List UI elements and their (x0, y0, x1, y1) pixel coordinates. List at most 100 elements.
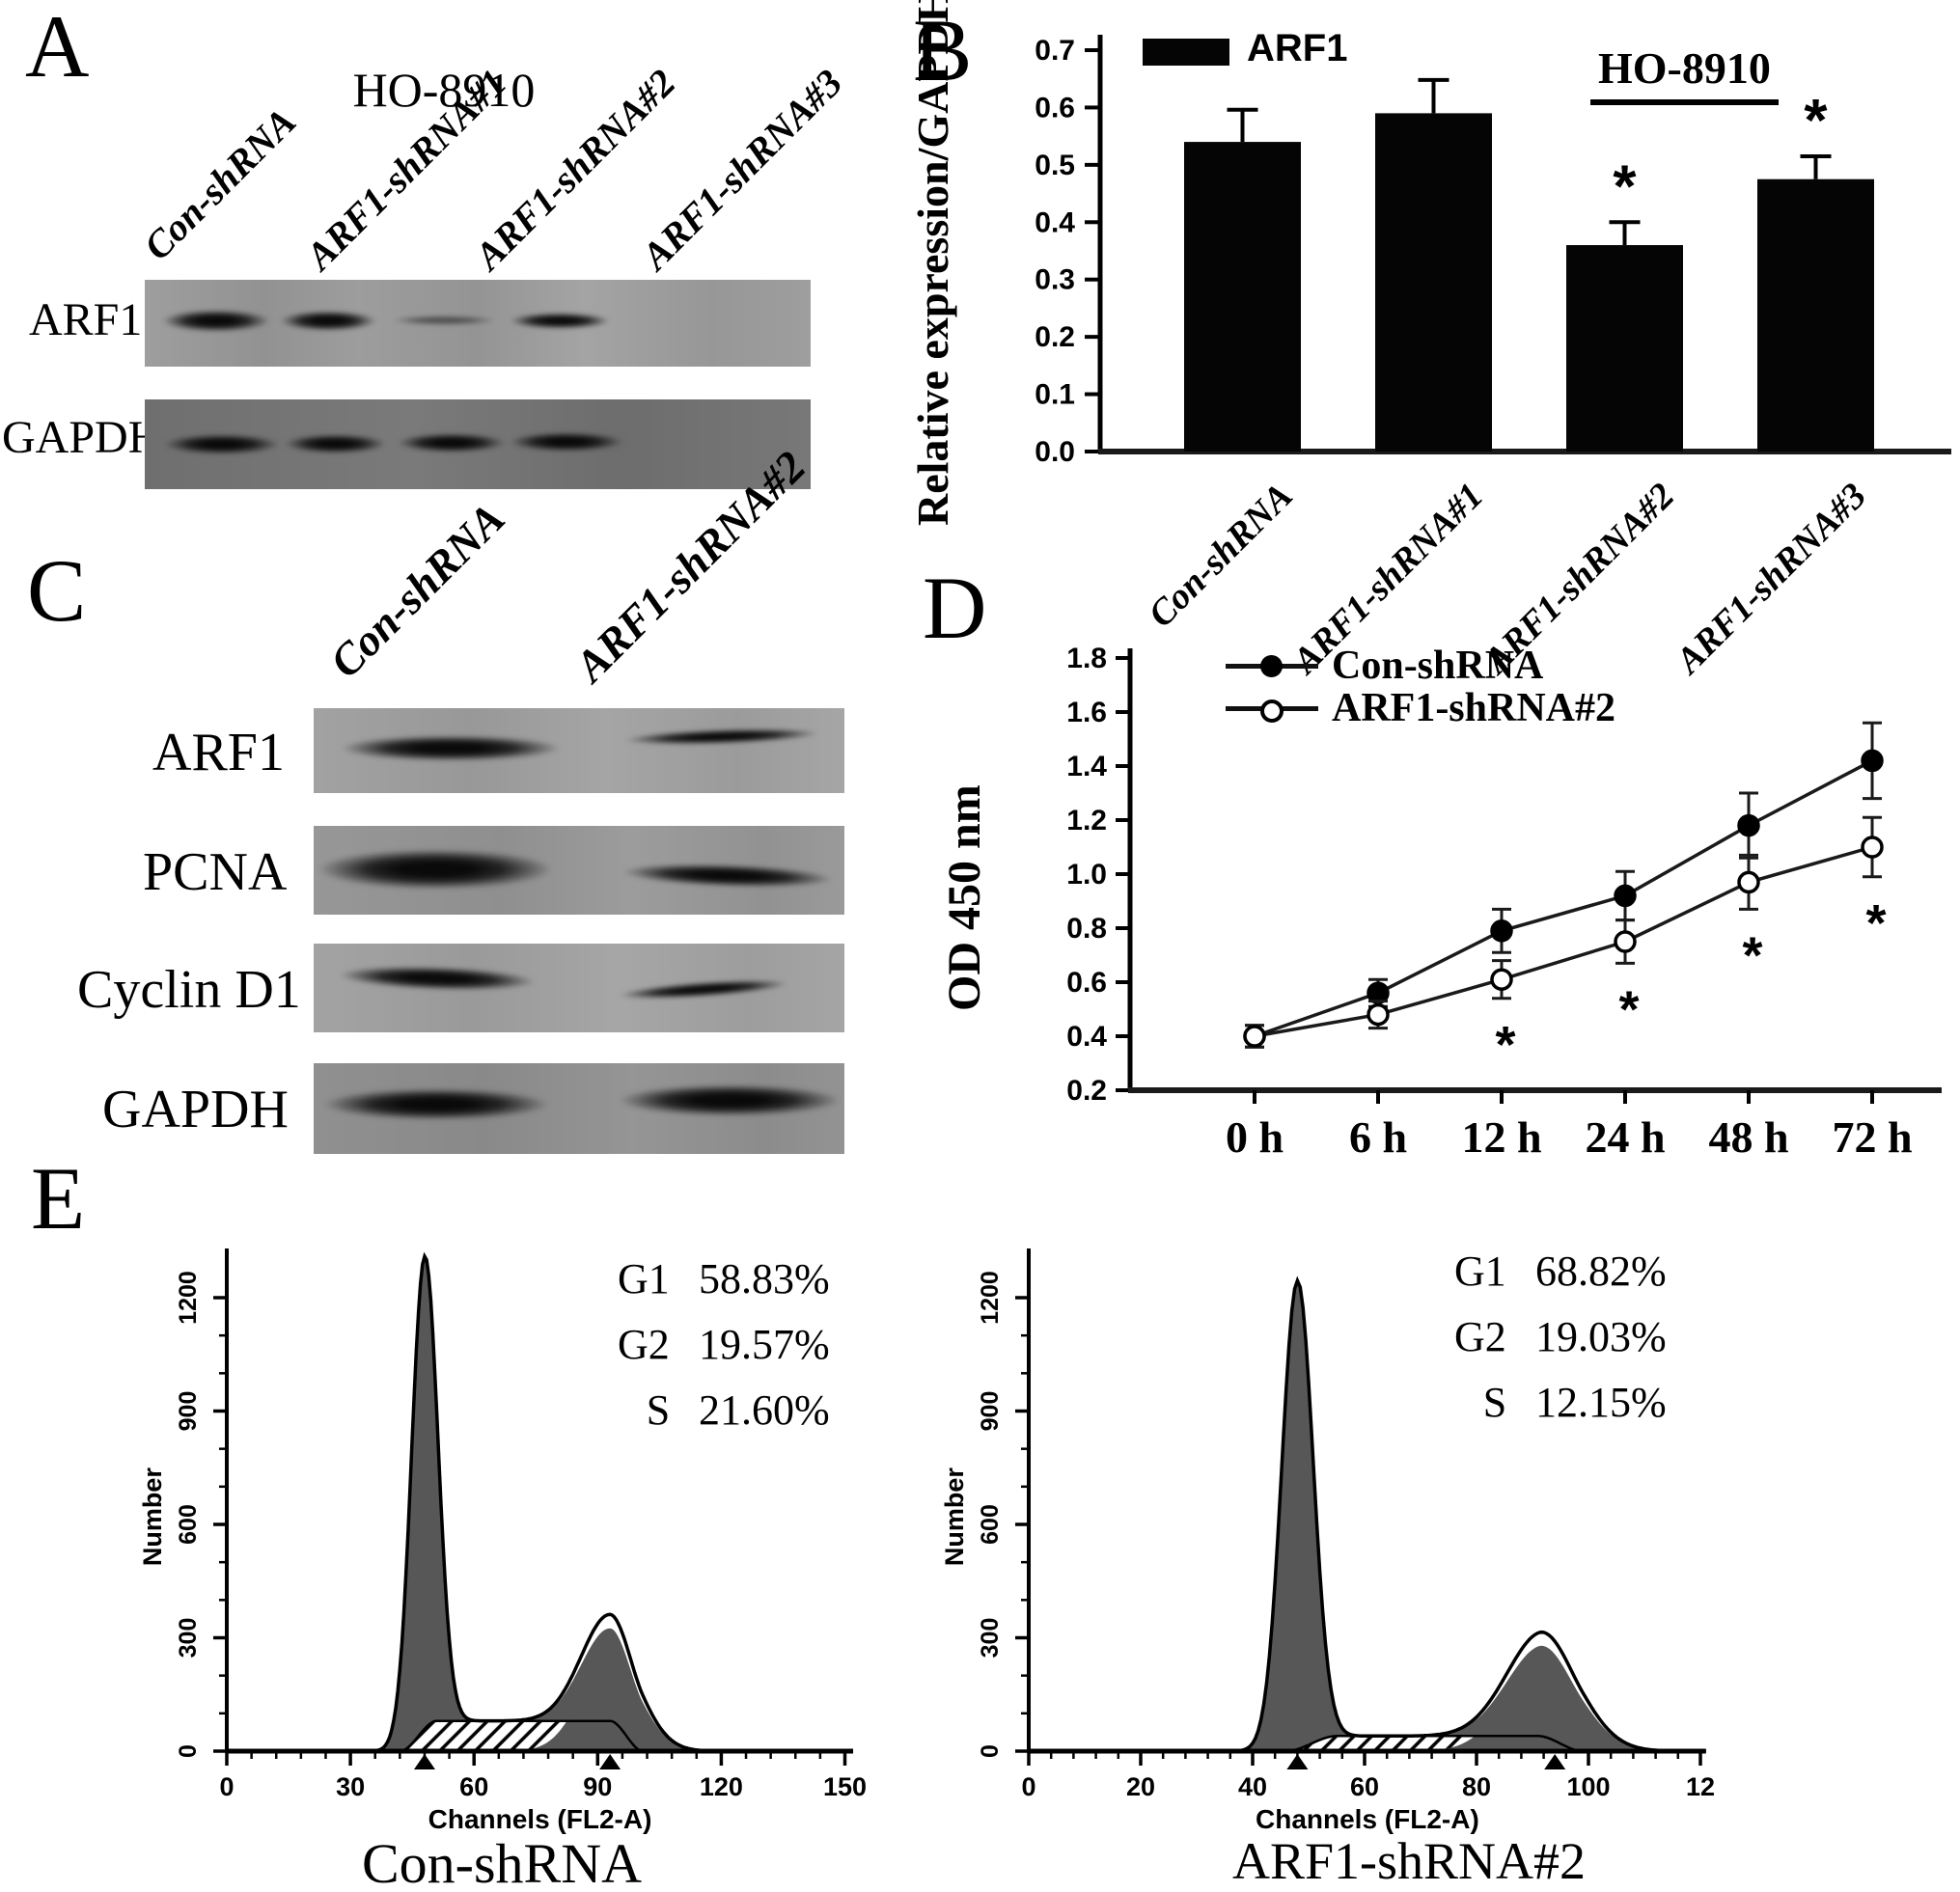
svg-text:*: * (1613, 153, 1637, 220)
svg-text:1200: 1200 (977, 1271, 1004, 1325)
svg-text:1.4: 1.4 (1066, 751, 1107, 782)
svg-text:Channels (FL2-A): Channels (FL2-A) (1256, 1804, 1479, 1834)
blot-band (341, 735, 561, 761)
svg-text:120: 120 (700, 1772, 743, 1801)
blot-band (510, 432, 623, 452)
svg-text:*: * (1618, 980, 1639, 1038)
svg-text:12 h: 12 h (1461, 1112, 1541, 1162)
svg-text:*: * (1742, 926, 1762, 984)
western-blot-c-gapdh (314, 1063, 844, 1154)
svg-text:40: 40 (1238, 1772, 1267, 1801)
western-blot-a-gapdh (145, 399, 811, 489)
stat-g1: G1 68.82% (1454, 1248, 1667, 1295)
blot-band (621, 861, 834, 891)
svg-text:80: 80 (1462, 1772, 1491, 1801)
svg-text:1200: 1200 (175, 1271, 202, 1325)
legend-line (1226, 654, 1318, 677)
panel-a-row-arf1: ARF1 (29, 294, 143, 345)
flow-histogram-arf1-shrna2: 0 20 40 60 80 100 1203006009001200NumberChanne… (940, 1248, 1715, 1834)
legend-item-con-shrna: Con-shRNA (1226, 644, 1544, 688)
svg-text:600: 600 (977, 1504, 1004, 1545)
blot-band (164, 434, 280, 454)
svg-text:0.6: 0.6 (1035, 92, 1075, 123)
svg-text:Number: Number (138, 1467, 167, 1567)
blot-band (618, 975, 789, 1003)
western-blot-c-pcna (314, 826, 844, 915)
blot-band (280, 311, 376, 331)
bar-chart-ylabel: Relative expression/GAPDH (908, 0, 957, 526)
panel-c-row-arf1: ARF1 (152, 723, 285, 782)
svg-text:90: 90 (583, 1772, 612, 1801)
svg-text:300: 300 (977, 1618, 1004, 1659)
svg-text:0.0: 0.0 (1035, 436, 1075, 468)
panel-a-title: HO-8910 (352, 63, 536, 117)
svg-text:0.3: 0.3 (1035, 264, 1075, 296)
svg-text:Channels (FL2-A): Channels (FL2-A) (428, 1804, 652, 1834)
svg-text:0 h: 0 h (1226, 1112, 1284, 1162)
svg-text:1.2: 1.2 (1066, 805, 1107, 836)
panel-c-row-cyclin-d1: Cyclin D1 (77, 960, 301, 1020)
blot-band (619, 1084, 841, 1116)
svg-text:0.5: 0.5 (1035, 150, 1075, 181)
stat-s: S 21.60% (646, 1386, 830, 1434)
stat-s: S 12.15% (1482, 1379, 1667, 1426)
panel-d-letter: D (923, 559, 987, 657)
panel-a-lane-con-shrna: Con-shRNA (135, 99, 305, 268)
line-chart: 0.2 0.4 0.6 0.8 1.0 1.2 1.4 1.6 1.8 0 h 6 h 12 h 24 … (1066, 643, 1942, 1162)
svg-text:*: * (1495, 1016, 1515, 1074)
cell-line-annotation: HO-8910 (1590, 42, 1779, 105)
blot-band (162, 310, 270, 332)
panel-c-row-gapdh: GAPDH (102, 1080, 289, 1139)
svg-text:30: 30 (336, 1772, 365, 1801)
filled-circle-icon (1260, 654, 1283, 677)
stat-g2: G2 19.03% (1454, 1313, 1667, 1360)
svg-text:6 h: 6 h (1349, 1112, 1407, 1162)
svg-text:*: * (1804, 88, 1828, 154)
western-blot-c-cyclin-d1 (314, 944, 844, 1032)
svg-text:0: 0 (1021, 1772, 1035, 1801)
svg-text:0.6: 0.6 (1066, 967, 1107, 999)
blot-band (338, 963, 537, 994)
svg-text:150: 150 (823, 1772, 867, 1801)
panel-a-row-gapdh: GAPDH (2, 412, 162, 463)
western-blot-c-arf1 (314, 708, 844, 793)
blot-band (323, 1088, 549, 1120)
blot-band (285, 434, 386, 453)
svg-text:600: 600 (175, 1504, 202, 1545)
svg-text:0.1: 0.1 (1035, 379, 1075, 411)
panel-c-row-pcna: PCNA (143, 842, 288, 902)
svg-text:0.2: 0.2 (1035, 321, 1075, 353)
histogram-caption-right: ARF1-shRNA#2 (1231, 1832, 1587, 1890)
svg-text:Number: Number (940, 1467, 969, 1567)
svg-text:0.7: 0.7 (1035, 35, 1075, 67)
svg-text:60: 60 (459, 1772, 488, 1801)
blot-band (398, 433, 506, 452)
panel-c-letter: C (27, 541, 87, 640)
histogram-caption-left: Con-shRNA (361, 1832, 643, 1892)
legend-swatch (1143, 39, 1229, 66)
svg-text:24 h: 24 h (1585, 1112, 1665, 1162)
svg-text:1.8: 1.8 (1066, 643, 1107, 674)
legend-label-arf1: ARF1 (1247, 27, 1348, 69)
legend-label: ARF1-shRNA#2 (1332, 686, 1615, 730)
western-blot-a-arf1 (145, 280, 811, 367)
svg-text:0: 0 (175, 1744, 202, 1758)
cell-cycle-stats-right: G1 68.82% G2 19.03% S 12.15% (1454, 1239, 1667, 1436)
panel-c-lane-con-shrna: Con-shRNA (319, 493, 514, 687)
svg-text:0.8: 0.8 (1066, 913, 1107, 945)
svg-text:100: 100 (1566, 1772, 1610, 1801)
svg-text:48 h: 48 h (1708, 1112, 1788, 1162)
svg-text:900: 900 (977, 1391, 1004, 1432)
svg-text:1.6: 1.6 (1066, 697, 1107, 728)
flow-histogram-con-shrna: 0 30 60 90 120 150 0 300 600 900 1200 Number Channel… (138, 1248, 867, 1834)
blot-band (317, 849, 553, 890)
svg-text:72 h: 72 h (1832, 1112, 1912, 1162)
svg-text:0.4: 0.4 (1035, 206, 1075, 238)
legend-item-arf1-shrna2: ARF1-shRNA#2 (1226, 686, 1615, 730)
svg-text:0.2: 0.2 (1066, 1075, 1107, 1107)
blot-band (623, 726, 820, 748)
legend-label: Con-shRNA (1332, 644, 1544, 688)
legend-line (1226, 699, 1318, 723)
stat-g1: G1 58.83% (618, 1255, 830, 1302)
